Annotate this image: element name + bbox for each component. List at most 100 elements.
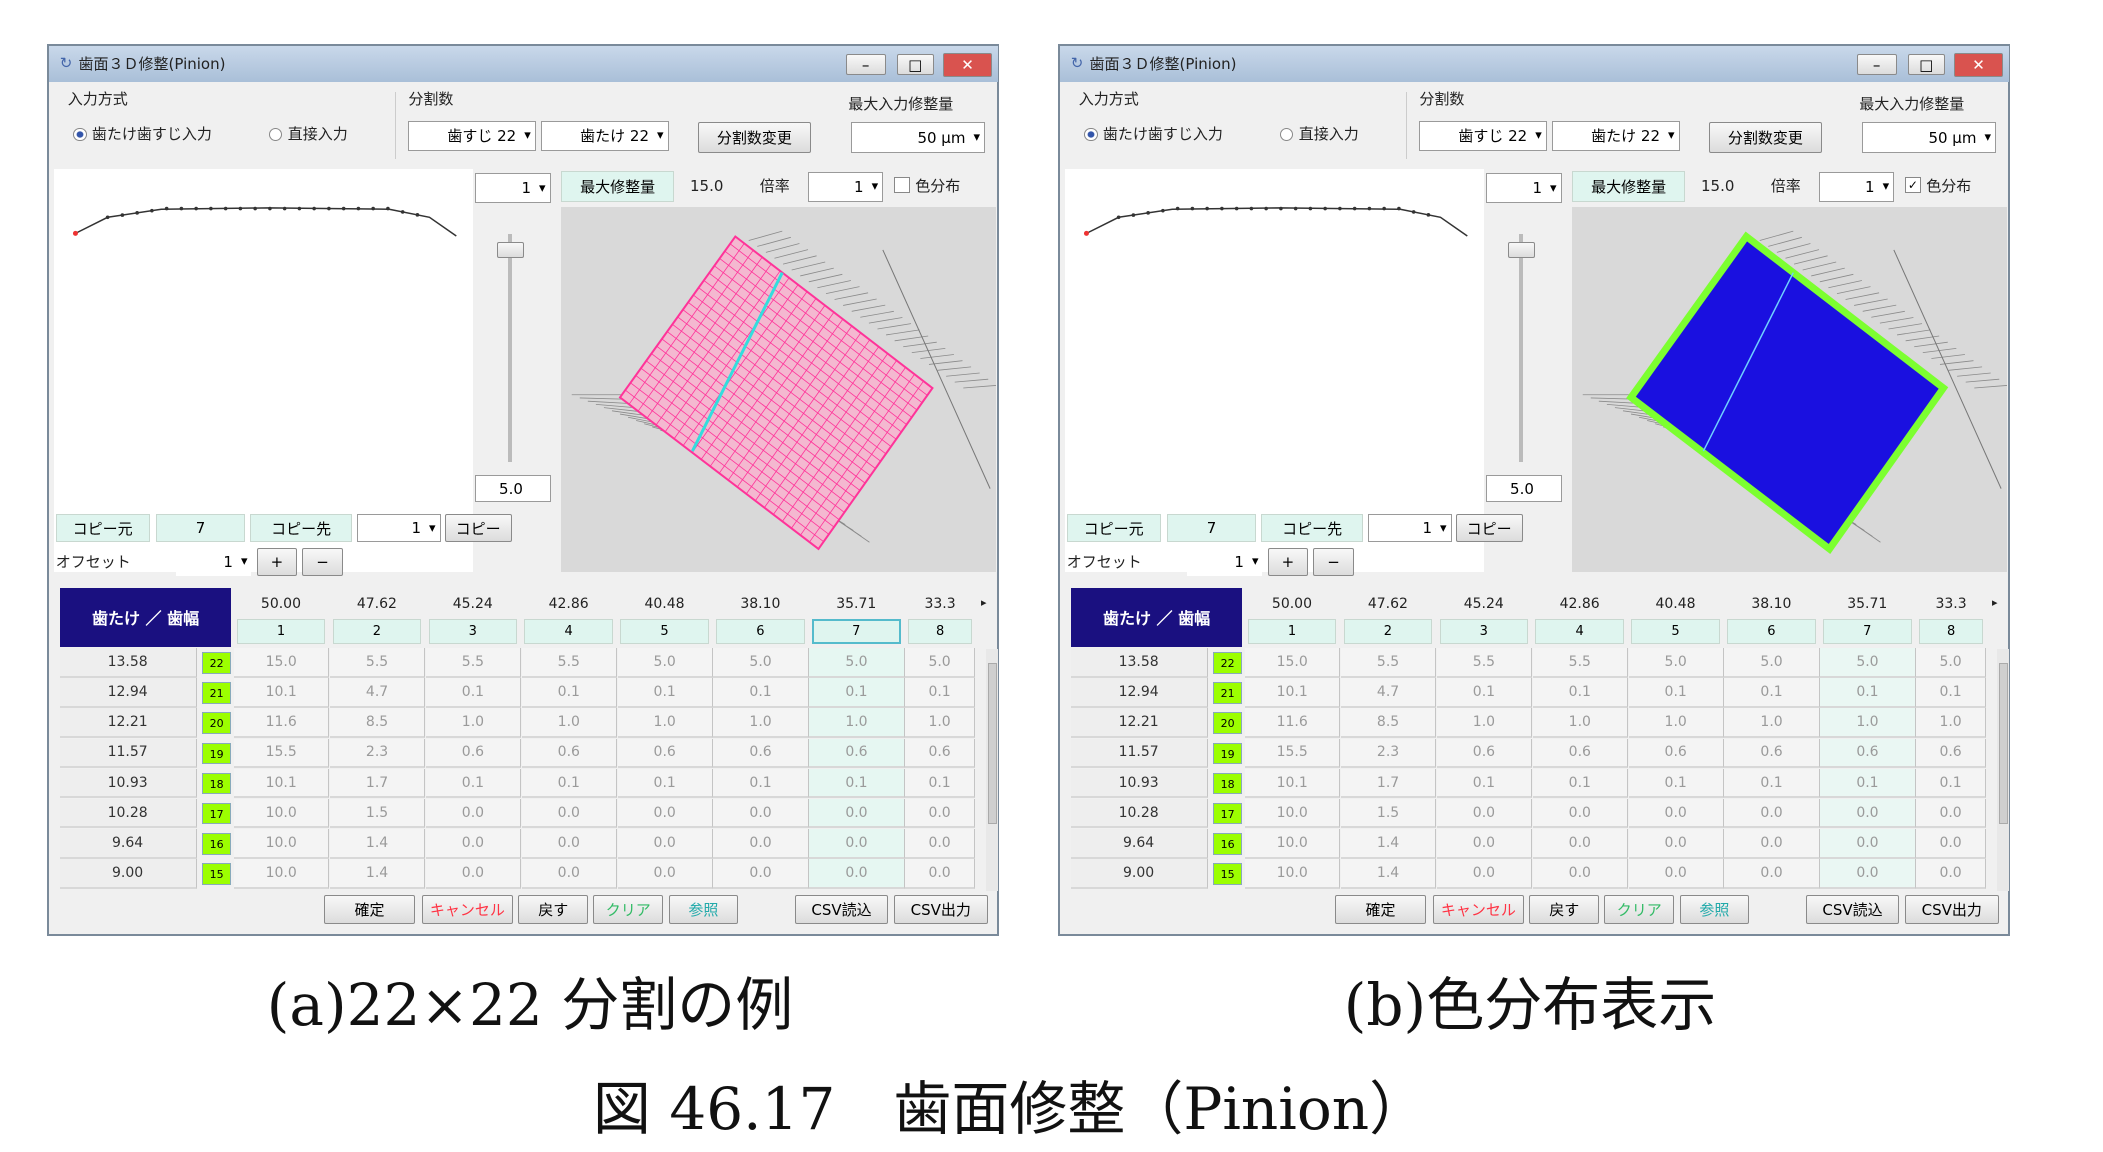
table-cell[interactable]: 15.0	[234, 648, 330, 678]
table-cell[interactable]: 0.0	[1628, 829, 1724, 859]
table-cell[interactable]: 0.1	[713, 678, 809, 708]
copy-button[interactable]: コピー	[1455, 514, 1523, 543]
change-divisions-button[interactable]: 分割数変更	[698, 122, 811, 154]
row-index-badge[interactable]: 21	[201, 682, 232, 704]
table-cell[interactable]: 0.1	[1532, 768, 1628, 799]
column-index-button[interactable]: 3	[1439, 618, 1528, 645]
column-index-button[interactable]: 5	[620, 618, 709, 645]
height-divisions-select[interactable]: 歯たけ 22 ▾	[1552, 121, 1680, 151]
csv-export-button[interactable]: CSV出力	[1904, 894, 1999, 925]
table-cell[interactable]: 1.0	[1532, 708, 1628, 738]
row-index-badge[interactable]: 19	[201, 742, 232, 765]
table-cell[interactable]: 10.0	[234, 829, 330, 859]
table-cell[interactable]: 0.0	[1436, 798, 1533, 829]
table-cell[interactable]: 1.4	[1340, 859, 1437, 889]
slider-thumb[interactable]	[1507, 241, 1535, 258]
table-cell[interactable]: 0.6	[521, 738, 617, 769]
table-cell[interactable]: 1.0	[1916, 708, 1986, 738]
column-index-button[interactable]: 6	[1727, 618, 1816, 645]
table-cell[interactable]: 0.1	[425, 678, 522, 708]
table-cell[interactable]: 0.0	[1820, 859, 1916, 889]
csv-import-button[interactable]: CSV読込	[1805, 894, 1900, 925]
table-cell[interactable]: 0.1	[713, 768, 809, 799]
table-cell[interactable]: 5.5	[1436, 648, 1533, 678]
3d-view[interactable]	[1572, 206, 2009, 572]
table-cell[interactable]: 0.0	[521, 798, 617, 829]
table-cell[interactable]: 0.1	[1436, 768, 1533, 799]
offset-select[interactable]: 1 ▾	[1187, 547, 1263, 576]
view-select[interactable]: 1 ▾	[475, 173, 551, 203]
table-cell[interactable]: 10.0	[1245, 829, 1341, 859]
row-index-badge[interactable]: 15	[201, 863, 232, 885]
scroll-right-arrow-icon[interactable]: ▸	[980, 596, 987, 609]
table-cell[interactable]: 0.1	[809, 678, 905, 708]
table-cell[interactable]: 0.0	[1916, 829, 1986, 859]
height-divisions-select[interactable]: 歯たけ 22 ▾	[541, 121, 669, 151]
table-cell[interactable]: 1.4	[1340, 829, 1437, 859]
copy-to-select[interactable]: 1 ▾	[1368, 514, 1452, 543]
row-index-badge[interactable]: 18	[201, 772, 232, 795]
row-index-badge[interactable]: 22	[1212, 652, 1243, 674]
table-cell[interactable]: 0.1	[617, 678, 713, 708]
table-cell[interactable]: 5.5	[1532, 648, 1628, 678]
column-index-button[interactable]: 6	[716, 618, 805, 645]
table-cell[interactable]: 0.1	[1724, 768, 1820, 799]
scale-select[interactable]: 1 ▾	[808, 172, 884, 202]
close-button[interactable]: ✕	[943, 52, 992, 77]
table-cell[interactable]: 1.0	[713, 708, 809, 738]
table-cell[interactable]: 1.7	[1340, 768, 1437, 799]
column-index-button[interactable]: 3	[428, 618, 517, 645]
table-cell[interactable]: 0.0	[521, 859, 617, 889]
table-cell[interactable]: 0.0	[617, 859, 713, 889]
offset-plus-button[interactable]: +	[1267, 547, 1309, 576]
table-cell[interactable]: 10.0	[1245, 859, 1341, 889]
table-cell[interactable]: 5.5	[329, 648, 426, 678]
table-cell[interactable]: 1.5	[1340, 798, 1437, 829]
table-cell[interactable]: 15.0	[1245, 648, 1341, 678]
table-cell[interactable]: 0.1	[905, 678, 975, 708]
table-cell[interactable]: 1.0	[809, 708, 905, 738]
table-cell[interactable]: 11.6	[234, 708, 330, 738]
table-cell[interactable]: 5.0	[617, 648, 713, 678]
table-cell[interactable]: 0.0	[425, 798, 522, 829]
table-cell[interactable]: 0.0	[713, 859, 809, 889]
table-cell[interactable]: 10.1	[1245, 678, 1341, 708]
table-cell[interactable]: 0.1	[521, 678, 617, 708]
table-cell[interactable]: 0.0	[809, 859, 905, 889]
table-cell[interactable]: 0.0	[1628, 859, 1724, 889]
row-index-badge[interactable]: 18	[1212, 772, 1243, 795]
table-cell[interactable]: 0.0	[1724, 859, 1820, 889]
clear-button[interactable]: クリア	[593, 894, 664, 925]
csv-import-button[interactable]: CSV読込	[794, 894, 889, 925]
change-divisions-button[interactable]: 分割数変更	[1709, 122, 1822, 154]
table-cell[interactable]: 0.0	[905, 829, 975, 859]
table-cell[interactable]: 0.1	[1436, 678, 1533, 708]
table-cell[interactable]: 0.0	[1916, 859, 1986, 889]
table-cell[interactable]: 0.1	[905, 768, 975, 799]
column-index-button[interactable]: 2	[332, 618, 422, 645]
table-cell[interactable]: 1.4	[329, 829, 426, 859]
3d-view[interactable]	[561, 206, 998, 572]
table-cell[interactable]: 5.0	[905, 648, 975, 678]
table-cell[interactable]: 15.5	[1245, 738, 1341, 769]
table-cell[interactable]: 0.0	[905, 798, 975, 829]
table-cell[interactable]: 0.0	[1436, 829, 1533, 859]
table-cell[interactable]: 8.5	[1340, 708, 1437, 738]
table-cell[interactable]: 5.5	[521, 648, 617, 678]
table-cell[interactable]: 1.0	[1436, 708, 1533, 738]
table-cell[interactable]: 1.0	[905, 708, 975, 738]
table-cell[interactable]: 0.0	[809, 798, 905, 829]
table-cell[interactable]: 0.6	[1436, 738, 1533, 769]
ok-button[interactable]: 確定	[1334, 894, 1427, 925]
table-cell[interactable]: 0.0	[1532, 798, 1628, 829]
table-cell[interactable]: 5.5	[425, 648, 522, 678]
table-cell[interactable]: 10.1	[1245, 768, 1341, 799]
column-index-button[interactable]: 2	[1343, 618, 1433, 645]
slider-track[interactable]	[507, 233, 512, 462]
close-button[interactable]: ✕	[1954, 52, 2003, 77]
table-cell[interactable]: 4.7	[329, 678, 426, 708]
scrollbar-thumb[interactable]	[1998, 662, 2009, 824]
max-input-select[interactable]: 50 μm ▾	[850, 122, 985, 154]
table-cell[interactable]: 0.1	[1820, 678, 1916, 708]
table-cell[interactable]: 4.7	[1340, 678, 1437, 708]
